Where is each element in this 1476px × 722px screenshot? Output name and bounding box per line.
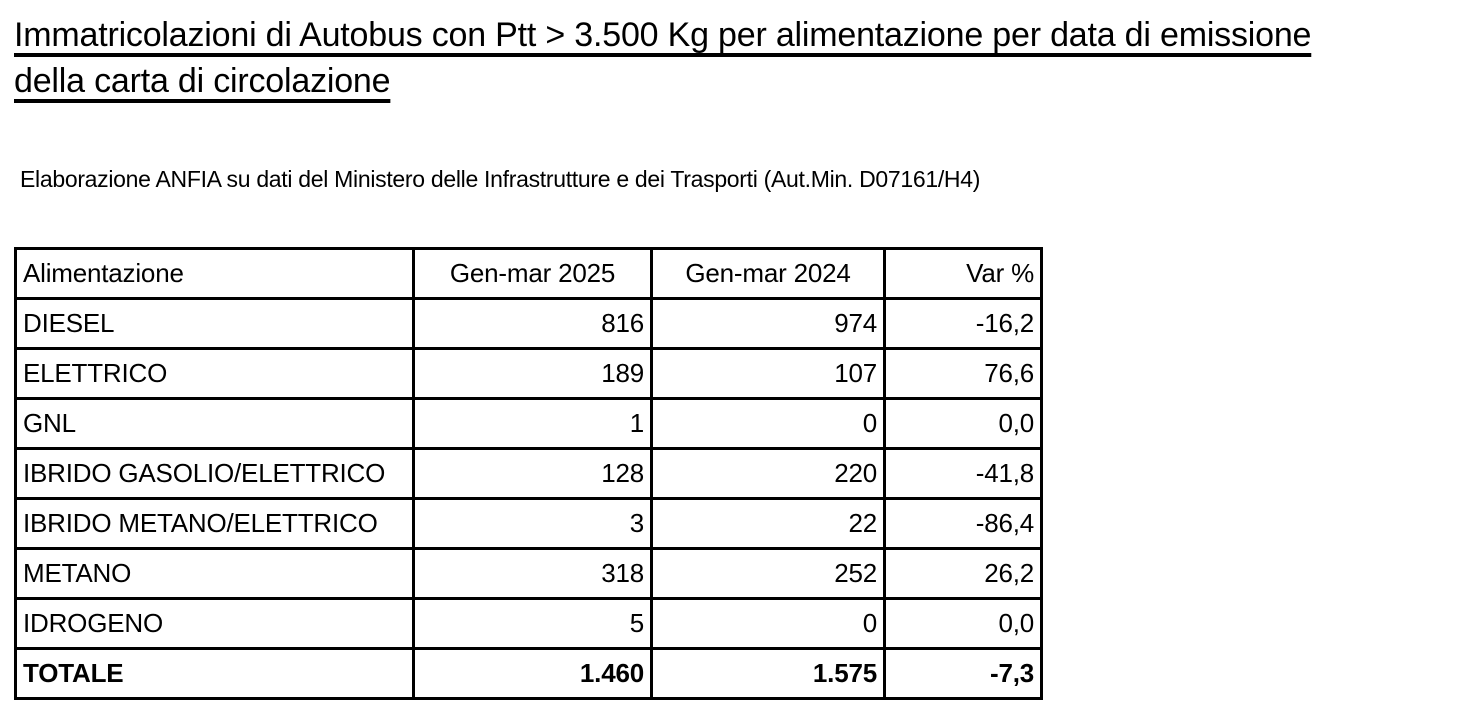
- value-2024: 22: [650, 497, 886, 550]
- value-2024: 220: [650, 447, 886, 500]
- table-row-totale: TOTALE 1.460 1.575 -7,3: [14, 647, 1043, 700]
- value-var-pct: 0,0: [883, 397, 1043, 450]
- value-2025: 189: [412, 347, 653, 400]
- row-label: IBRIDO METANO/ELETTRICO: [14, 497, 415, 550]
- table-row-elettrico: ELETTRICO 189 107 76,6: [14, 347, 1043, 400]
- table-row-metano: METANO 318 252 26,2: [14, 547, 1043, 600]
- value-2025: 1.460: [412, 647, 653, 700]
- value-2024: 107: [650, 347, 886, 400]
- page-title-line-2: della carta di circolazione: [14, 62, 391, 100]
- value-2025: 816: [412, 297, 653, 350]
- row-label: IDROGENO: [14, 597, 415, 650]
- value-var-pct: -7,3: [883, 647, 1043, 700]
- value-2025: 3: [412, 497, 653, 550]
- value-2024: 974: [650, 297, 886, 350]
- page-title-line-1: Immatricolazioni di Autobus con Ptt > 3.…: [14, 16, 1312, 54]
- value-2024: 0: [650, 597, 886, 650]
- header-var-pct: Var %: [883, 247, 1043, 300]
- value-var-pct: -16,2: [883, 297, 1043, 350]
- value-2024: 1.575: [650, 647, 886, 700]
- value-var-pct: 76,6: [883, 347, 1043, 400]
- row-label: ELETTRICO: [14, 347, 415, 400]
- value-2025: 1: [412, 397, 653, 450]
- table-row-ibrido-gasolio-elettrico: IBRIDO GASOLIO/ELETTRICO 128 220 -41,8: [14, 447, 1043, 500]
- page-title: Immatricolazioni di Autobus con Ptt > 3.…: [14, 12, 1462, 104]
- value-var-pct: 0,0: [883, 597, 1043, 650]
- registrations-table: Alimentazione Gen-mar 2025 Gen-mar 2024 …: [14, 247, 1043, 700]
- table-row-idrogeno: IDROGENO 5 0 0,0: [14, 597, 1043, 650]
- header-gen-mar-2025: Gen-mar 2025: [412, 247, 653, 300]
- table-row-gnl: GNL 1 0 0,0: [14, 397, 1043, 450]
- table-row-ibrido-metano-elettrico: IBRIDO METANO/ELETTRICO 3 22 -86,4: [14, 497, 1043, 550]
- row-label: DIESEL: [14, 297, 415, 350]
- value-2024: 0: [650, 397, 886, 450]
- row-label: TOTALE: [14, 647, 415, 700]
- table-header-row: Alimentazione Gen-mar 2025 Gen-mar 2024 …: [14, 247, 1043, 300]
- document-page: Immatricolazioni di Autobus con Ptt > 3.…: [14, 12, 1462, 700]
- row-label: GNL: [14, 397, 415, 450]
- value-2024: 252: [650, 547, 886, 600]
- table-row-diesel: DIESEL 816 974 -16,2: [14, 297, 1043, 350]
- header-alimentazione: Alimentazione: [14, 247, 415, 300]
- value-var-pct: 26,2: [883, 547, 1043, 600]
- value-2025: 128: [412, 447, 653, 500]
- source-note: Elaborazione ANFIA su dati del Ministero…: [20, 166, 981, 192]
- value-var-pct: -41,8: [883, 447, 1043, 500]
- row-label: METANO: [14, 547, 415, 600]
- row-label: IBRIDO GASOLIO/ELETTRICO: [14, 447, 415, 500]
- value-2025: 5: [412, 597, 653, 650]
- value-var-pct: -86,4: [883, 497, 1043, 550]
- value-2025: 318: [412, 547, 653, 600]
- header-gen-mar-2024: Gen-mar 2024: [650, 247, 886, 300]
